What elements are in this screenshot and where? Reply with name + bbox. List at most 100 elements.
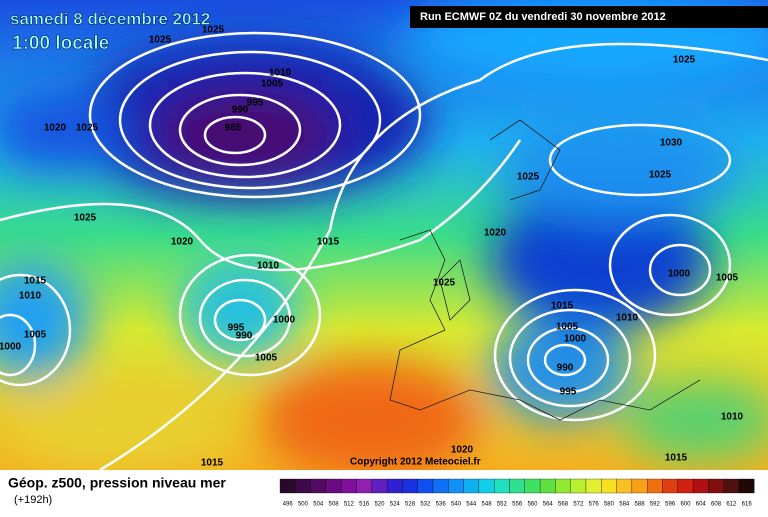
isobar-label: 1020 [451,445,474,456]
isobar-label: 1005 [556,322,579,333]
isobar-label: 1010 [257,261,280,272]
scale-swatch [524,478,541,494]
scale-label: 552 [497,502,508,508]
run-info: Run ECMWF 0Z du vendredi 30 novembre 201… [420,11,666,23]
scale-label: 616 [742,502,753,508]
forecast-lead: (+192h) [14,494,52,506]
scale-label: 532 [420,502,431,508]
scale-swatch [356,478,372,494]
isobar-label: 1010 [721,412,744,423]
scale-label: 528 [405,502,416,508]
isobar-label: 1010 [19,291,42,302]
scale-label: 608 [711,502,722,508]
scale-swatch [295,478,311,494]
scale-swatch [631,478,648,494]
scale-label: 596 [665,502,676,508]
scale-swatch [585,478,602,494]
scale-label: 580 [604,502,615,508]
isobar-label: 1025 [673,55,696,66]
isobar-label: 1005 [261,79,284,90]
isobar-label: 990 [236,331,253,342]
scale-swatch [616,478,633,494]
isobar-label: 995 [560,387,577,398]
scale-swatch [662,478,678,494]
isobar-label: 1005 [24,330,47,341]
scale-label: 564 [543,502,554,508]
scale-label: 576 [589,502,600,508]
isobar-label: 1015 [665,453,688,464]
scale-label: 588 [635,502,646,508]
scale-swatch [723,478,740,494]
scale-swatch [738,478,755,494]
map [0,0,768,470]
isobar-label: 1020 [171,237,194,248]
scale-swatch [371,478,388,494]
scale-swatch [555,478,571,494]
isobar-label: 990 [232,105,249,116]
scale-label: 548 [482,502,493,508]
scale-swatch [601,478,617,494]
isobar-label: 1025 [517,172,540,183]
scale-swatch [310,478,327,494]
scale-label: 500 [298,502,309,508]
run-banner [410,6,768,28]
isobar-label: 1000 [564,334,587,345]
scale-label: 556 [512,502,523,508]
scale-label: 536 [436,502,447,508]
scale-label: 508 [329,502,340,508]
scale-swatch [708,478,724,494]
isobar-label: 1010 [269,68,292,79]
isobar-label: 1015 [551,301,574,312]
isobar-label: 1020 [44,123,67,134]
scale-swatch [647,478,663,494]
scale-label: 540 [451,502,462,508]
scale-swatch [417,478,434,494]
scale-label: 568 [558,502,569,508]
isobar-label: 1015 [201,458,224,469]
scale-swatch [494,478,510,494]
isobar-label: 1020 [484,228,507,239]
scale-label: 612 [726,502,737,508]
scale-label: 504 [313,502,324,508]
scale-label: 604 [696,502,707,508]
scale-label: 512 [344,502,355,508]
scale-swatch [463,478,480,494]
isobar-label: 1025 [149,35,172,46]
isobar-label: 1000 [668,269,691,280]
scale-swatch [478,478,495,494]
scale-swatch [386,478,403,494]
scale-label: 520 [374,502,385,508]
isobar-label: 985 [225,123,242,134]
isobar-label: 1015 [317,237,340,248]
scale-swatch [279,478,296,494]
scale-swatch [325,478,342,494]
copyright: Copyright 2012 Meteociel.fr [350,457,481,468]
isobar-label: 1025 [76,123,99,134]
isobar-label: 1010 [616,313,639,324]
isobar-label: 1005 [716,273,739,284]
scale-label: 544 [466,502,477,508]
isobar-label: 1000 [273,315,296,326]
isobar-label: 1025 [649,170,672,181]
scale-label: 600 [680,502,691,508]
isobar-label: 995 [247,98,264,109]
legend-title: Géop. z500, pression niveau mer [8,475,226,491]
isobar-label: 1025 [74,213,97,224]
forecast-time: 1:00 locale [12,33,109,54]
scale-swatch [509,478,525,494]
scale-swatch [448,478,464,494]
scale-swatch [432,478,449,494]
scale-label: 592 [650,502,661,508]
scale-swatch [402,478,418,494]
isobar-label: 995 [228,323,245,334]
scale-swatch [692,478,709,494]
isobar-label: 1025 [433,278,456,289]
isobar-label: 1015 [24,276,47,287]
isobar-label: 990 [557,363,574,374]
isobar-label: 1025 [202,25,225,36]
scale-label: 496 [283,502,294,508]
scale-label: 516 [359,502,370,508]
scale-swatch [570,478,587,494]
